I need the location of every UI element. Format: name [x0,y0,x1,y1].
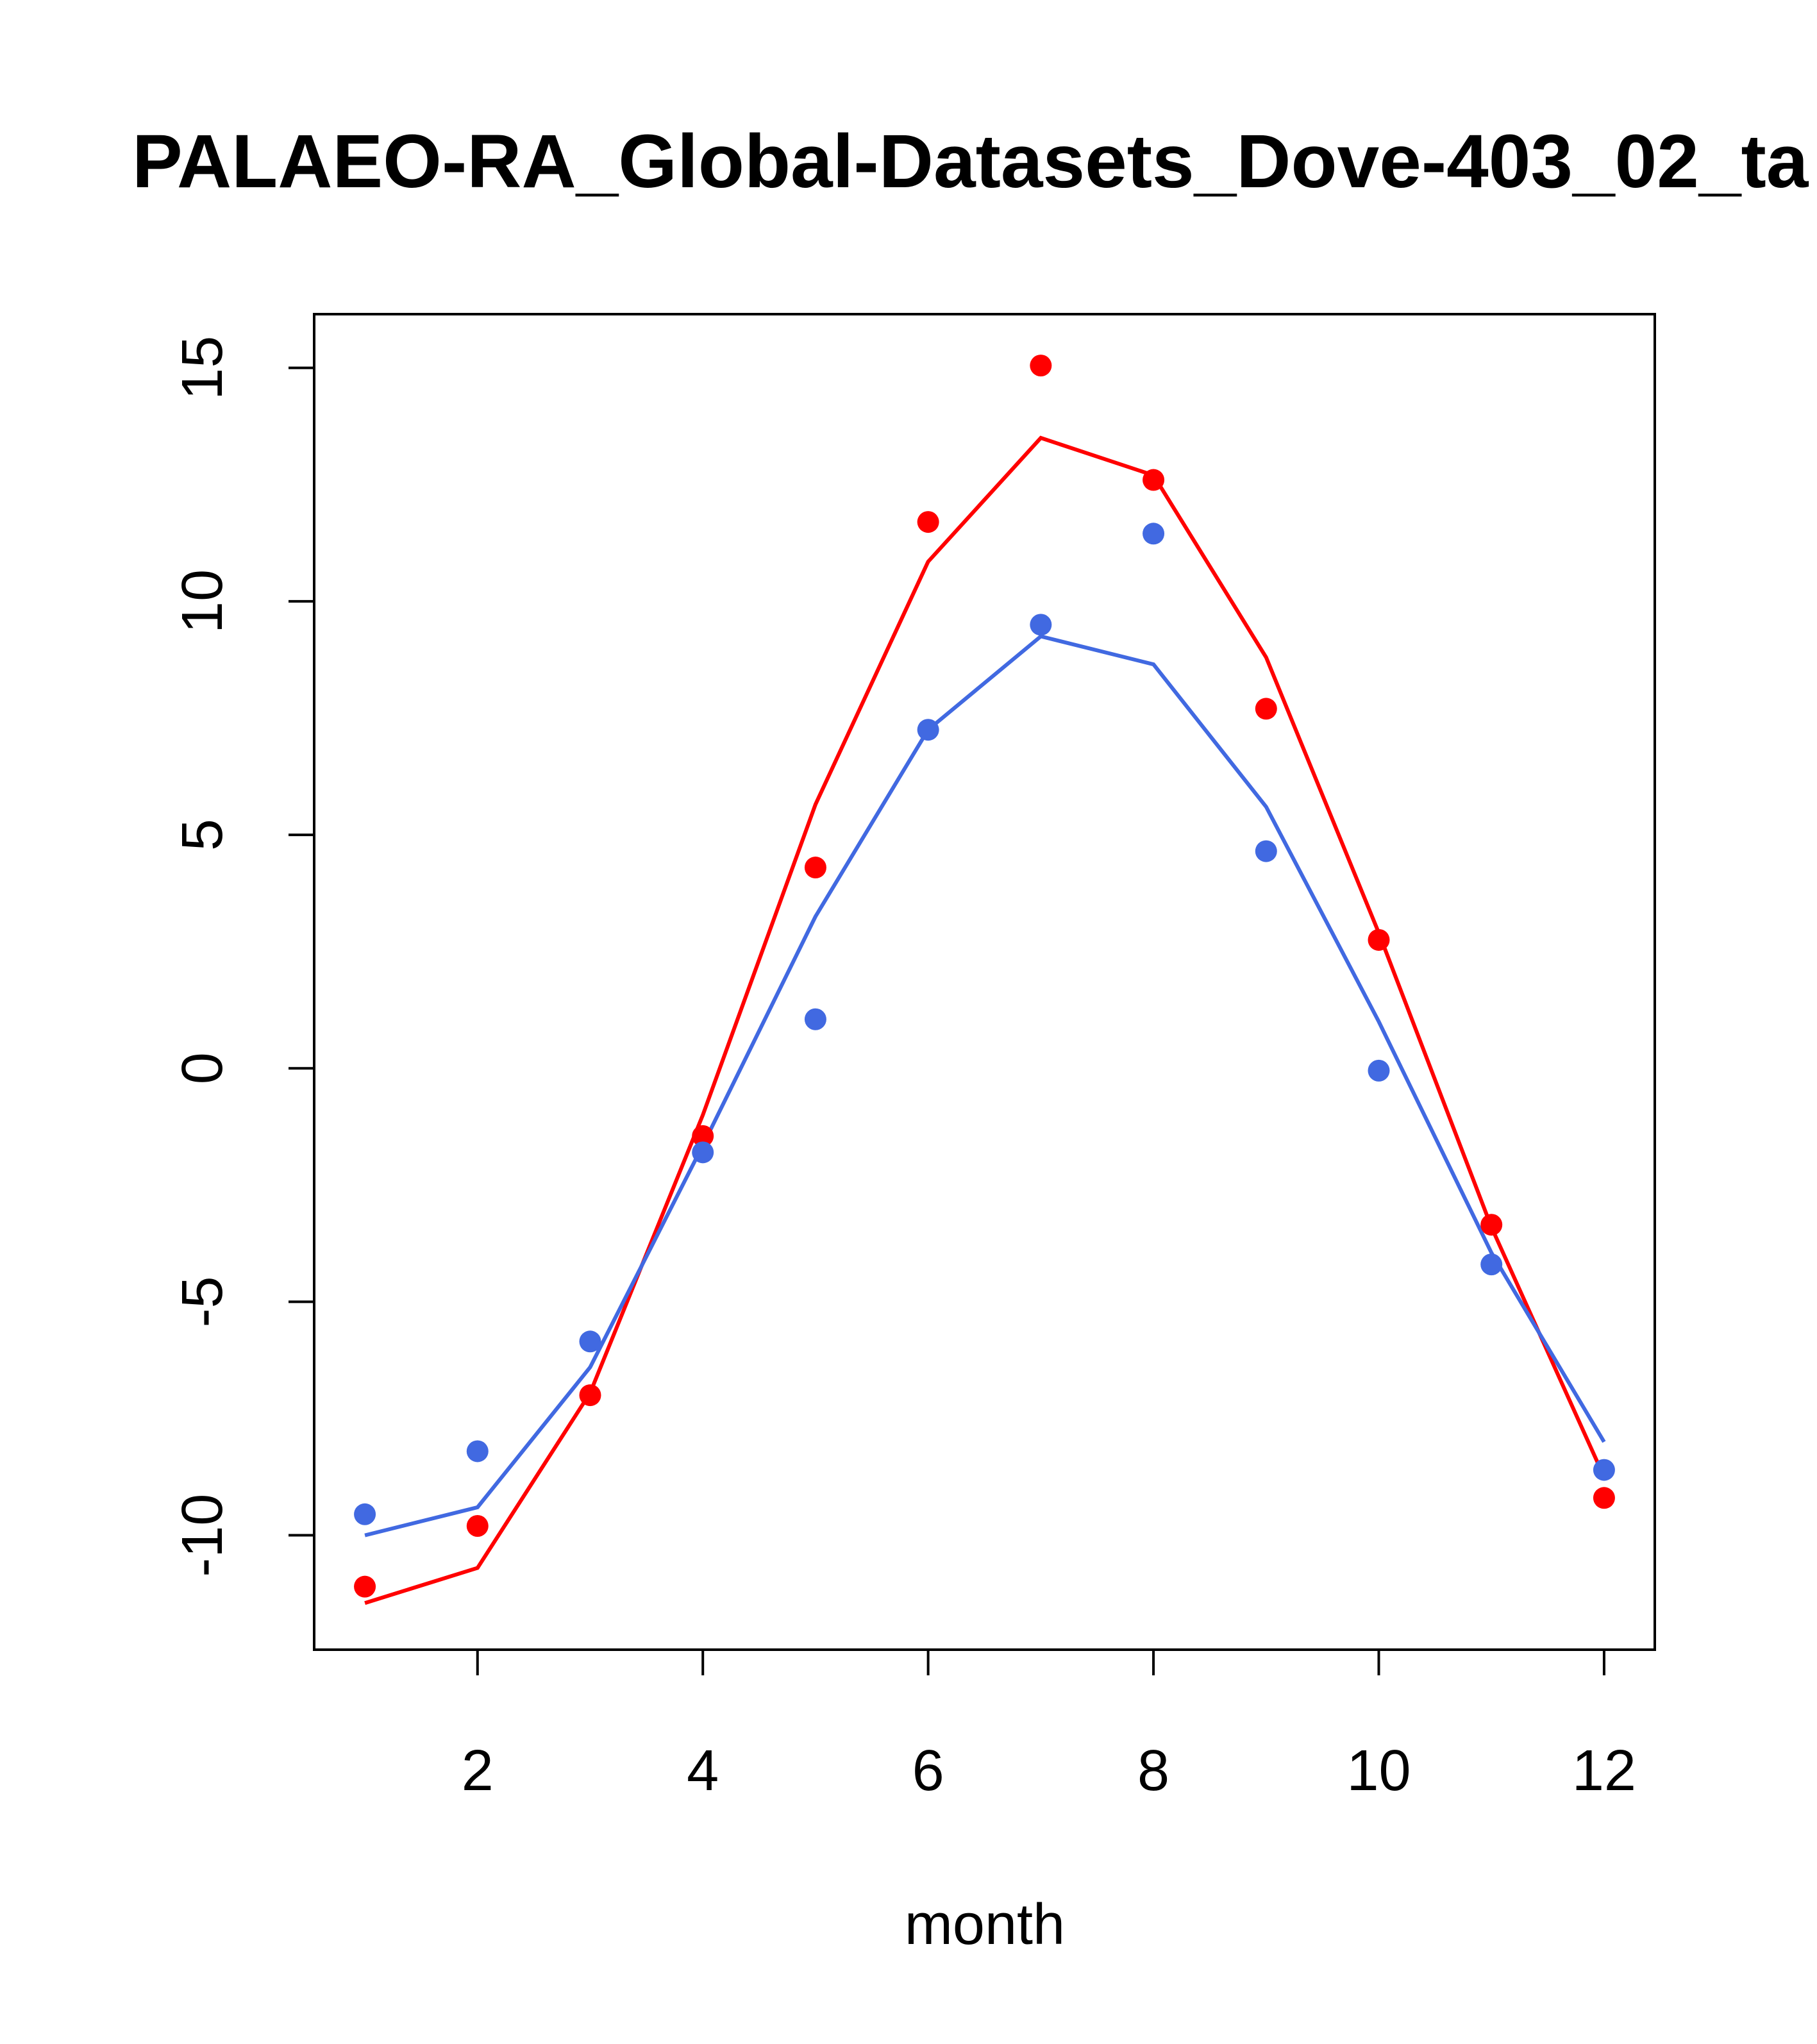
x-axis-label: month [905,1893,1065,1957]
series-point-2 [1593,1459,1615,1481]
series-point-2 [1368,1059,1390,1082]
y-tick-label: 10 [171,569,235,633]
series-point-1 [354,1575,376,1598]
x-tick-label: 12 [1572,1739,1636,1803]
series-point-2 [1143,523,1165,545]
series-line-1 [364,435,1606,1605]
series-point-1 [1480,1214,1503,1236]
series-point-2 [354,1503,376,1525]
x-tick-label: 6 [912,1739,944,1803]
x-tick-label: 10 [1346,1739,1411,1803]
y-tick-label: -10 [171,1494,235,1577]
series-point-1 [1255,698,1277,720]
series-point-1 [1368,928,1390,951]
series-point-1 [466,1514,489,1537]
plot-frame [313,313,1656,1651]
series-point-2 [917,719,939,741]
series-point-1 [1030,355,1052,377]
y-tick-label: -5 [171,1276,235,1327]
series-point-2 [692,1141,714,1164]
x-tick-label: 2 [462,1739,494,1803]
y-tick-label: 5 [171,819,235,851]
series-point-1 [1593,1487,1615,1509]
series-point-1 [692,1125,714,1147]
series-point-2 [1030,614,1052,636]
series-point-1 [804,857,826,879]
chart-title: PALAEO-RA_Global-Datasets_Dove-403_02_ta [132,119,1809,204]
y-axis: -10 -5 0 5 10 15 [171,336,315,1577]
series-point-1 [579,1384,601,1407]
y-tick-label: 15 [171,336,235,400]
series-point-1 [1143,469,1165,491]
series-point-2 [1480,1253,1503,1276]
x-tick-label: 8 [1137,1739,1169,1803]
x-tick-label: 4 [687,1739,719,1803]
series-point-2 [1255,840,1277,862]
series-point-1 [917,511,939,533]
series-point-2 [579,1330,601,1353]
series-layer [354,355,1615,1605]
y-tick-label: 0 [171,1052,235,1084]
series-point-2 [804,1008,826,1030]
series-line-2 [364,634,1606,1537]
series-point-2 [466,1440,489,1462]
x-axis: 2 4 6 8 10 12 [462,1648,1636,1803]
